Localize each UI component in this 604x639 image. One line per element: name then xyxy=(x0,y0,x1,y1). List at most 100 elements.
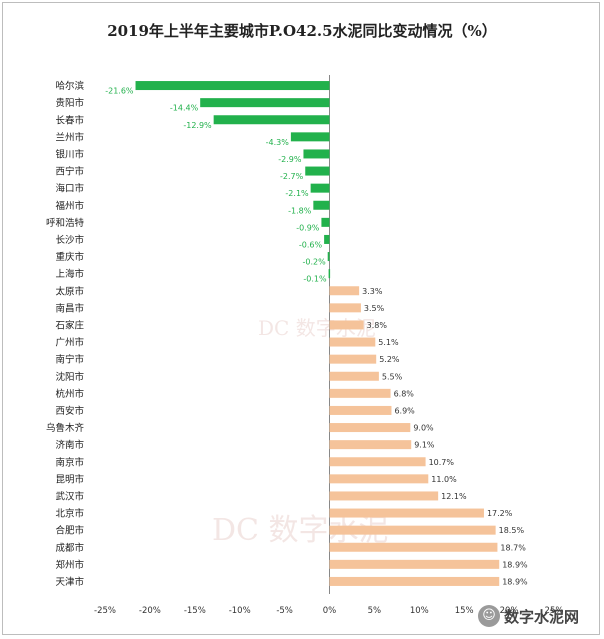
category-label: 海口市 xyxy=(55,183,84,195)
category-label: 贵阳市 xyxy=(55,97,84,109)
bar xyxy=(329,405,392,415)
category-label: 重庆市 xyxy=(55,251,84,263)
data-label: -21.6% xyxy=(105,87,134,96)
data-label: 6.8% xyxy=(394,389,415,398)
data-label: -2.7% xyxy=(280,172,304,181)
category-label: 哈尔滨 xyxy=(55,80,84,92)
category-label: 乌鲁木齐 xyxy=(46,422,85,434)
data-label: 6.9% xyxy=(394,406,415,415)
bar xyxy=(328,269,331,279)
bar xyxy=(329,354,377,364)
category-label: 西宁市 xyxy=(55,166,84,178)
source-badge: ☺ 数字水泥网 xyxy=(478,600,600,632)
category-label: 沈阳市 xyxy=(55,371,84,383)
category-label: 郑州市 xyxy=(55,559,84,571)
category-label: 武汉市 xyxy=(55,490,84,502)
bar xyxy=(329,423,411,433)
bar xyxy=(329,525,496,535)
data-label: 18.9% xyxy=(502,560,528,569)
bar xyxy=(303,149,330,159)
data-label: -0.6% xyxy=(299,240,323,249)
bar xyxy=(329,440,412,450)
bar xyxy=(213,115,330,125)
data-label: -12.9% xyxy=(183,121,212,130)
data-label: -0.2% xyxy=(302,258,326,267)
category-label: 昆明市 xyxy=(55,473,84,485)
category-label: 北京市 xyxy=(55,508,84,520)
bar xyxy=(329,474,429,484)
category-label: 南宁市 xyxy=(55,354,84,366)
bar xyxy=(329,457,426,467)
watermark-lower: DC 数字水泥 xyxy=(212,513,389,548)
data-label: 5.1% xyxy=(378,338,399,347)
category-label: 福州市 xyxy=(55,200,84,212)
bar xyxy=(329,286,360,296)
category-label: 杭州市 xyxy=(55,388,84,400)
wechat-icon: ☺ xyxy=(478,605,500,627)
data-label: 18.7% xyxy=(500,543,526,552)
category-label: 长沙市 xyxy=(55,234,84,246)
bar xyxy=(305,166,330,176)
chart-title: 2019年上半年主要城市P.O42.5水泥同比变动情况（%） xyxy=(107,22,497,40)
bar xyxy=(329,491,439,501)
bar xyxy=(329,371,379,381)
x-tick-label: 0% xyxy=(323,606,337,616)
data-label: -4.3% xyxy=(266,138,290,147)
bar xyxy=(321,217,330,227)
data-label: 10.7% xyxy=(429,458,455,467)
category-label: 兰州市 xyxy=(55,131,84,143)
bar xyxy=(329,388,391,398)
data-label: 5.2% xyxy=(379,355,400,364)
category-label: 合肥市 xyxy=(55,525,84,537)
data-label: -14.4% xyxy=(170,104,199,113)
x-tick-label: -15% xyxy=(184,606,206,616)
data-label: -0.1% xyxy=(303,275,327,284)
category-label: 石家庄 xyxy=(55,319,84,331)
category-label: 上海市 xyxy=(55,268,84,280)
data-label: 9.1% xyxy=(414,441,435,450)
x-tick-label: 10% xyxy=(410,606,429,616)
bar xyxy=(329,576,500,586)
bar xyxy=(329,508,484,518)
x-tick-label: -25% xyxy=(94,606,116,616)
category-label: 西安市 xyxy=(55,405,84,417)
x-tick-label: -5% xyxy=(276,606,293,616)
data-label: 12.1% xyxy=(441,492,467,501)
data-label: 18.9% xyxy=(502,577,528,586)
x-tick-label: 20% xyxy=(500,606,519,616)
x-tick-label: -20% xyxy=(139,606,161,616)
data-label: -2.1% xyxy=(285,189,309,198)
data-label: -2.9% xyxy=(278,155,302,164)
bar xyxy=(329,320,364,330)
data-label: 3.5% xyxy=(364,304,385,313)
category-label: 长春市 xyxy=(55,114,84,126)
x-tick-label: 15% xyxy=(455,606,474,616)
bar xyxy=(329,337,376,347)
source-text: 数字水泥网 xyxy=(504,607,580,626)
category-label: 南京市 xyxy=(55,456,84,468)
bar xyxy=(135,81,330,91)
category-label: 济南市 xyxy=(55,439,84,451)
bar xyxy=(329,303,361,313)
category-label: 银川市 xyxy=(55,148,84,160)
data-label: 3.8% xyxy=(367,321,388,330)
x-tick-label: -10% xyxy=(229,606,251,616)
category-label: 呼和浩特 xyxy=(46,217,85,229)
bar xyxy=(290,132,330,142)
bar xyxy=(200,98,330,108)
category-label: 太原市 xyxy=(55,285,84,297)
category-label: 天津市 xyxy=(55,576,84,588)
bar xyxy=(313,200,330,210)
data-label: -0.9% xyxy=(296,223,320,232)
data-label: 9.0% xyxy=(413,424,434,433)
category-label: 成都市 xyxy=(55,542,84,554)
bar xyxy=(327,252,330,262)
category-label: 南昌市 xyxy=(55,302,84,314)
category-label: 广州市 xyxy=(55,337,84,349)
data-label: 5.5% xyxy=(382,372,403,381)
bar xyxy=(310,183,330,193)
data-label: 3.3% xyxy=(362,287,383,296)
data-label: 17.2% xyxy=(487,509,513,518)
